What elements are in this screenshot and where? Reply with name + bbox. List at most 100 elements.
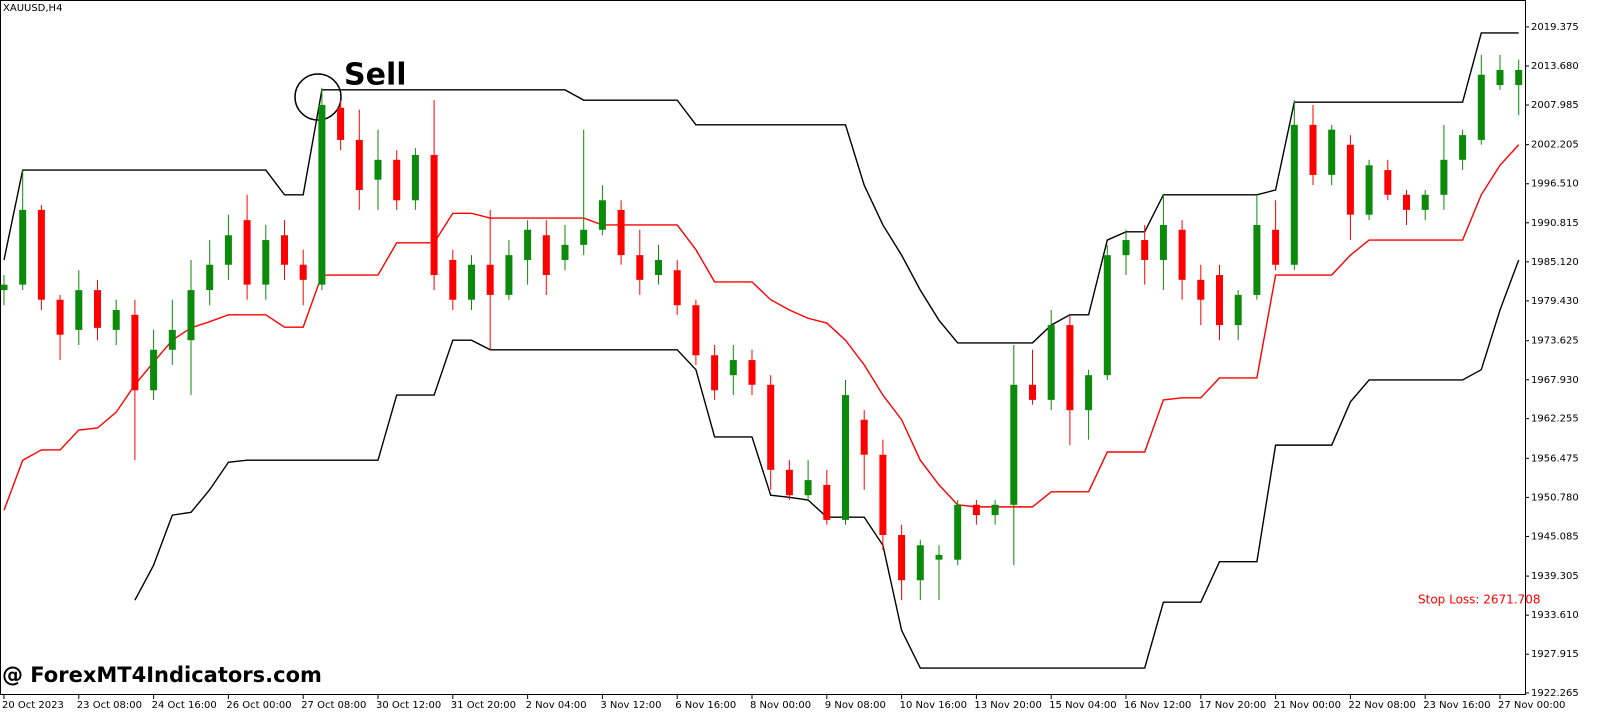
y-tick-label: 2013.680	[1531, 61, 1579, 72]
candle-body	[1197, 279, 1205, 300]
candle-body	[673, 270, 681, 306]
x-tick-label: 27 Oct 08:00	[301, 700, 366, 711]
x-tick-label: 21 Nov 00:00	[1274, 700, 1341, 711]
candle-body	[224, 235, 232, 265]
x-tick-label: 17 Nov 20:00	[1199, 700, 1266, 711]
candle-body	[187, 290, 195, 341]
x-tick-label: 10 Nov 16:00	[900, 700, 967, 711]
candle-body	[1459, 135, 1467, 160]
candle-body	[94, 290, 101, 328]
stop-loss-label: Stop Loss: 2671.708	[1418, 593, 1541, 607]
candle-body	[1290, 124, 1298, 265]
x-tick-label: 6 Nov 16:00	[675, 700, 736, 711]
candle-body	[842, 395, 849, 520]
candle-body	[206, 264, 214, 291]
candle-body	[991, 504, 999, 516]
candle-body	[374, 159, 382, 180]
candle-body	[1253, 224, 1261, 295]
candle-body	[954, 504, 962, 560]
candle-body	[430, 155, 438, 276]
candle-body	[468, 264, 475, 300]
candle-body	[580, 229, 588, 245]
x-tick-label: 20 Oct 2023	[2, 700, 64, 711]
candle-body	[1440, 159, 1448, 195]
candle-body	[1421, 194, 1429, 210]
candle-body	[823, 484, 831, 520]
y-tick-label: 1990.815	[1531, 218, 1579, 229]
y-tick-label: 1985.120	[1531, 257, 1579, 268]
candle-body	[1103, 255, 1111, 376]
candle-body	[617, 209, 625, 256]
candle-body	[655, 259, 662, 276]
candle-body	[112, 310, 120, 330]
y-tick-label: 2002.205	[1531, 140, 1579, 151]
x-tick-label: 9 Nov 08:00	[825, 700, 886, 711]
x-tick-label: 22 Nov 08:00	[1348, 700, 1415, 711]
candle-body	[1496, 69, 1504, 86]
candle-body	[1216, 275, 1223, 326]
candle-body	[1515, 69, 1523, 86]
candle-body	[729, 360, 737, 376]
candle-body	[636, 255, 644, 280]
indicator-line	[3, 32, 1519, 344]
candle-body	[449, 259, 457, 300]
x-tick-label: 27 Nov 00:00	[1498, 700, 1565, 711]
candle-body	[150, 349, 158, 391]
candle-body	[19, 209, 27, 285]
candle-body	[243, 220, 251, 285]
x-tick-label: 15 Nov 04:00	[1049, 700, 1116, 711]
candle-body	[1178, 229, 1186, 280]
candle-body	[131, 314, 139, 391]
x-tick-label: 23 Nov 16:00	[1423, 700, 1490, 711]
candle-body	[898, 534, 906, 581]
y-tick-label: 1927.915	[1531, 649, 1579, 660]
candle-body	[879, 454, 887, 535]
candle-body	[711, 355, 719, 391]
candle-body	[486, 264, 494, 295]
candle-body	[37, 209, 45, 300]
candle-body	[393, 159, 401, 201]
candle-body	[411, 155, 419, 201]
x-tick-label: 31 Oct 20:00	[451, 700, 516, 711]
candle-body	[337, 107, 345, 140]
candle-body	[1477, 74, 1485, 140]
candle-body	[860, 419, 868, 455]
candle-body	[1029, 384, 1036, 400]
watermark: @ ForexMT4Indicators.com	[2, 663, 322, 687]
candle-body	[692, 305, 700, 356]
candle-body	[1272, 229, 1280, 265]
candle-body	[505, 255, 513, 295]
candle-body	[56, 299, 64, 335]
candle-body	[1384, 170, 1392, 195]
candle-body	[281, 235, 288, 265]
candle-body	[355, 139, 363, 190]
x-tick-label: 26 Oct 00:00	[226, 700, 291, 711]
y-tick-label: 1922.265	[1531, 688, 1579, 699]
y-tick-label: 1962.255	[1531, 414, 1579, 425]
candle-body	[767, 384, 775, 470]
indicator-line	[3, 144, 1520, 511]
candle-body	[785, 469, 793, 496]
candle-body	[0, 284, 8, 291]
plot-frame	[0, 0, 1526, 695]
y-tick-label: 1933.610	[1531, 610, 1579, 621]
y-tick-label: 1945.085	[1531, 531, 1579, 542]
x-tick-label: 16 Nov 12:00	[1124, 700, 1191, 711]
chart-title: XAUUSD,H4	[3, 3, 62, 14]
candle-body	[524, 229, 532, 260]
x-tick-label: 3 Nov 12:00	[600, 700, 661, 711]
y-tick-label: 1956.475	[1531, 453, 1579, 464]
y-tick-label: 1979.430	[1531, 296, 1579, 307]
candle-body	[262, 240, 270, 285]
candle-body	[1010, 384, 1018, 505]
x-tick-label: 24 Oct 16:00	[152, 700, 217, 711]
candle-body	[1309, 124, 1317, 175]
y-tick-label: 2007.985	[1531, 100, 1579, 111]
candle-body	[1159, 224, 1167, 260]
candle-body	[916, 545, 924, 581]
y-tick-label: 2019.375	[1531, 22, 1579, 33]
candle-body	[75, 290, 83, 330]
y-tick-label: 1996.510	[1531, 179, 1579, 190]
candle-body	[935, 554, 943, 560]
candle-body	[1141, 240, 1149, 260]
